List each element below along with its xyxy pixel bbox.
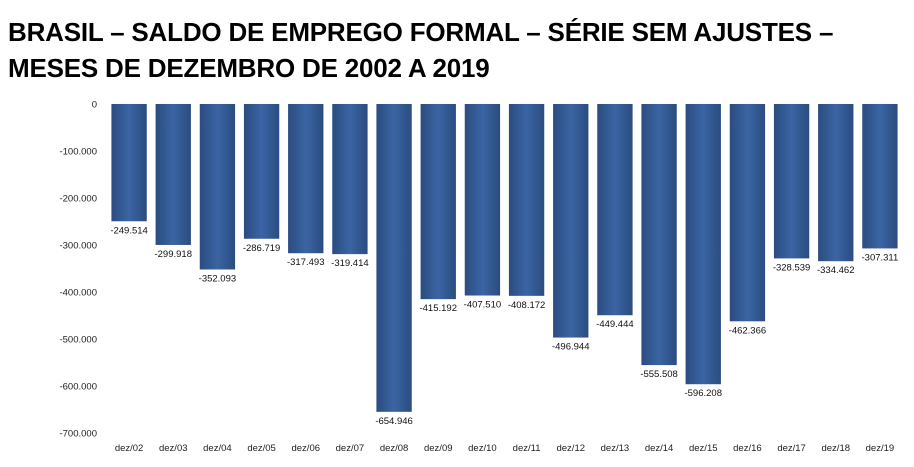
x-tick-label: dez/19 [866,443,895,454]
data-label: -319.414 [331,258,369,269]
data-label: -408.172 [508,300,546,311]
data-label: -462.366 [729,325,767,336]
bar [729,104,766,322]
bar [641,104,677,366]
y-tick-label: -600.000 [59,382,97,393]
x-axis: dez/02 dez/03 dez/04 dez/05 dez/06 dez/07 dez/… [115,443,894,454]
y-tick-label: -100.000 [59,147,97,158]
data-label: -555.508 [640,369,678,380]
bar [597,104,633,316]
bar [199,104,236,270]
bar [332,104,368,255]
data-label: -407.510 [464,300,502,311]
bar [464,104,501,296]
y-tick-label: -300.000 [59,241,97,252]
chart-title: BRASIL – SALDO DE EMPREGO FORMAL – SÉRIE… [8,17,834,83]
x-tick-label: dez/08 [380,443,409,454]
bar [243,104,280,239]
x-tick-label: dez/02 [115,443,144,454]
data-label: -449.444 [596,319,634,330]
x-tick-label: dez/13 [601,443,630,454]
y-tick-label: 0 [92,100,97,111]
bar [508,104,545,296]
x-tick-label: dez/07 [336,443,365,454]
x-tick-label: dez/09 [424,443,453,454]
bar [818,104,854,262]
x-tick-label: dez/06 [291,443,320,454]
x-tick-label: dez/11 [513,443,541,454]
data-label: -654.946 [375,416,413,427]
x-tick-label: dez/04 [203,443,232,454]
x-tick-label: dez/16 [733,443,762,454]
x-tick-label: dez/10 [468,443,497,454]
data-label: -249.514 [110,225,148,236]
data-label: -496.944 [552,342,590,353]
bar [111,104,147,222]
x-tick-label: dez/03 [159,443,188,454]
x-tick-label: dez/18 [821,443,850,454]
x-tick-label: dez/05 [247,443,276,454]
data-label: -317.493 [287,257,325,268]
data-label: -415.192 [419,303,457,314]
y-tick-label: -200.000 [59,194,97,205]
data-label: -596.208 [684,388,722,399]
data-label: -352.093 [199,273,237,284]
y-tick-label: -700.000 [59,429,97,440]
data-labels: -249.514 -299.918 -352.093 -286.719 -317.493… [110,225,898,427]
bar [685,104,721,385]
data-label: -299.918 [154,249,192,260]
bar [553,104,589,338]
y-tick-label: -400.000 [59,288,97,299]
bar [155,104,191,245]
bar [773,104,810,259]
x-tick-label: dez/17 [777,443,806,454]
bar [862,104,898,249]
data-label: -286.719 [243,243,281,254]
x-tick-label: dez/14 [645,443,674,454]
x-tick-label: dez/12 [556,443,585,454]
y-axis: 0 -100.000 -200.000 -300.000 -400.000 -500.00… [59,100,97,440]
bar [420,104,456,300]
bar [288,104,324,254]
bar-series [111,104,898,412]
data-label: -328.539 [773,262,811,273]
data-label: -307.311 [862,252,899,263]
x-tick-label: dez/15 [689,443,718,454]
data-label: -334.462 [817,265,855,276]
bar [376,104,412,412]
y-tick-label: -500.000 [59,335,97,346]
